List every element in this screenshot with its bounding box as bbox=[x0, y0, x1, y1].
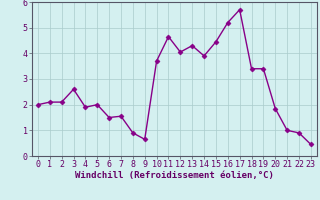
X-axis label: Windchill (Refroidissement éolien,°C): Windchill (Refroidissement éolien,°C) bbox=[75, 171, 274, 180]
